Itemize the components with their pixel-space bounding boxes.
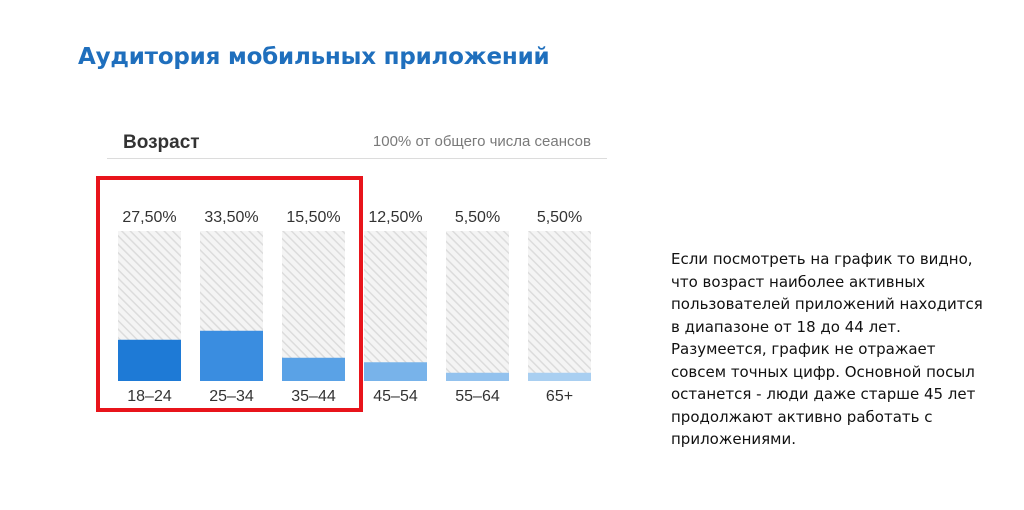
value-label: 12,50%	[368, 209, 422, 226]
value-label: 33,50%	[204, 209, 258, 226]
bar-2	[200, 330, 263, 381]
value-label: 5,50%	[455, 209, 500, 226]
bar-6	[528, 372, 591, 381]
slide-title: Аудитория мобильных приложений	[78, 44, 550, 70]
chart-title: Возраст	[123, 132, 200, 153]
category-label: 55–64	[455, 388, 500, 405]
bar-5	[446, 372, 509, 381]
bars-group: 27,50% 18–24 33,50% 25–34 15,50% 35–44 12,50% 4…	[118, 209, 591, 405]
chart-subtitle: 100% от общего числа сеансов	[372, 133, 591, 150]
bar-1	[118, 339, 181, 381]
description: Если посмотреть на график то видно, что …	[671, 248, 991, 451]
category-label: 25–34	[209, 388, 254, 405]
bar-track	[528, 231, 591, 381]
bar-track	[364, 231, 427, 381]
category-label: 18–24	[127, 388, 172, 405]
highlight-box	[96, 176, 363, 412]
category-label: 65+	[546, 388, 573, 405]
bar-3	[282, 357, 345, 381]
value-label: 15,50%	[286, 209, 340, 226]
description-paragraph-2: Разумеется, график не отражает совсем то…	[671, 340, 976, 448]
value-label: 27,50%	[122, 209, 176, 226]
chart-header: Возраст 100% от общего числа сеансов	[107, 124, 607, 159]
value-label: 5,50%	[537, 209, 582, 226]
category-label: 45–54	[373, 388, 418, 405]
description-paragraph-1: Если посмотреть на график то видно, что …	[671, 250, 983, 336]
bar-track	[282, 231, 345, 381]
category-label: 35–44	[291, 388, 336, 405]
bar-track	[446, 231, 509, 381]
bar-4	[364, 362, 427, 381]
